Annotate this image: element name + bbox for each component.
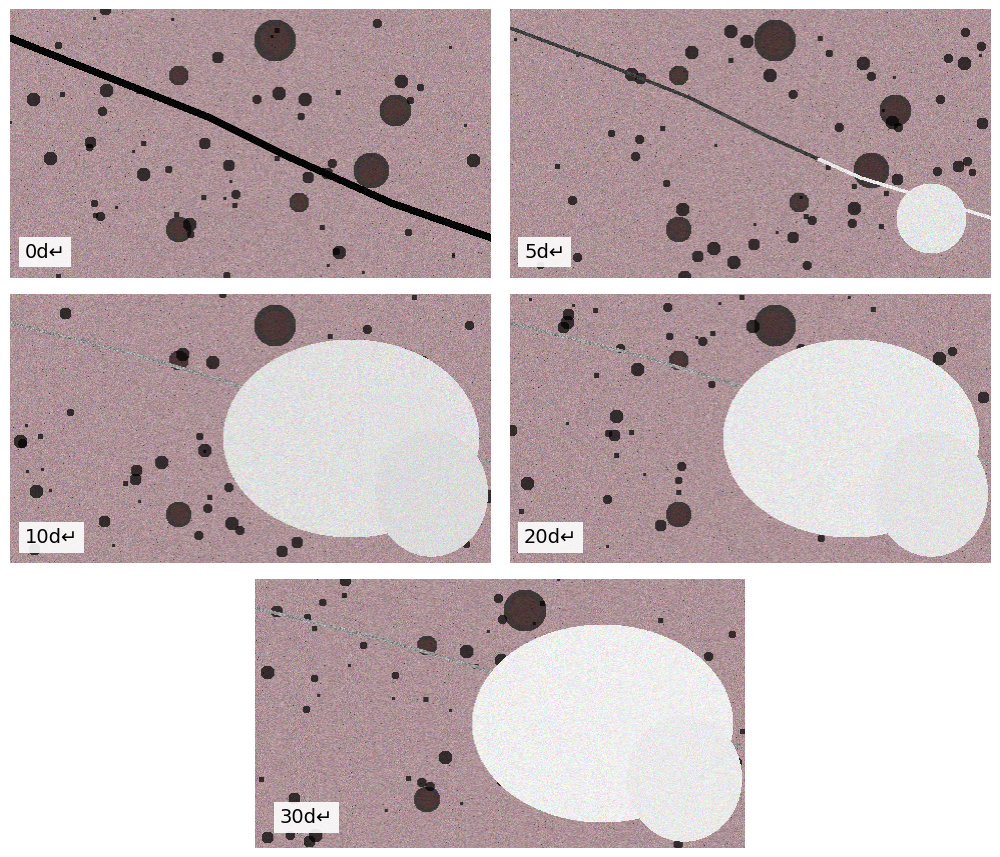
Text: 10d↵: 10d↵: [24, 528, 78, 547]
Text: 0d↵: 0d↵: [24, 243, 65, 261]
Text: 30d↵: 30d↵: [280, 808, 333, 827]
Text: 5d↵: 5d↵: [524, 243, 565, 261]
Text: 20d↵: 20d↵: [524, 528, 577, 547]
